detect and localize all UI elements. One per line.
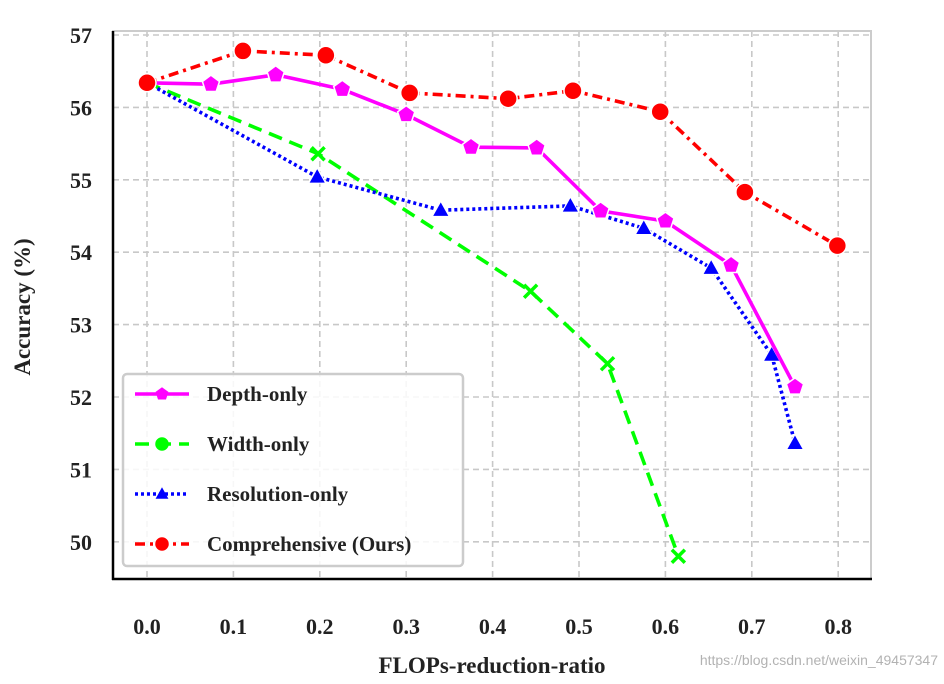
- data-point: [785, 433, 805, 451]
- series-group: [137, 41, 848, 565]
- y-tick-label: 51: [70, 457, 92, 482]
- y-tick-label: 55: [70, 168, 92, 193]
- data-point: [137, 73, 157, 93]
- data-point: [201, 74, 221, 93]
- data-point: [522, 283, 539, 300]
- legend-box: [121, 372, 465, 568]
- data-point: [498, 88, 518, 109]
- y-tick-label: 52: [70, 385, 92, 410]
- series-line: [146, 73, 797, 388]
- data-point: [310, 145, 326, 162]
- data-point: [650, 101, 670, 122]
- data-point: [670, 548, 687, 565]
- x-tick-label: 0.2: [306, 614, 334, 639]
- legend-item: Resolution-only: [135, 482, 349, 506]
- series-comprehensive-ours: [137, 41, 848, 256]
- legend-label: Resolution-only: [207, 482, 349, 506]
- data-point: [316, 45, 336, 66]
- legend-item: Width-only: [135, 432, 310, 456]
- y-tick-label: 57: [70, 23, 92, 48]
- data-point: [827, 235, 848, 256]
- series-line: [146, 81, 681, 557]
- data-point: [461, 137, 481, 156]
- legend-label: Comprehensive (Ours): [207, 532, 411, 556]
- data-point: [560, 195, 580, 213]
- data-point: [563, 80, 583, 101]
- legend-item: Comprehensive (Ours): [135, 532, 411, 556]
- data-point: [735, 182, 755, 202]
- data-point: [332, 79, 352, 98]
- x-tick-label: 0.0: [133, 614, 161, 639]
- data-point: [721, 255, 741, 274]
- x-tick-label: 0.6: [652, 614, 680, 639]
- legend-marker-swatch: [155, 537, 169, 551]
- x-tick-label: 0.3: [392, 614, 420, 639]
- legend: Depth-only Width-only Resolution-only Compr…: [121, 372, 465, 568]
- legend-label: Depth-only: [207, 382, 308, 406]
- x-axis-ticks: 0.0 0.1 0.2 0.3 0.4 0.5 0.6 0.7 0.8: [133, 614, 852, 639]
- data-point: [634, 218, 654, 236]
- data-point: [527, 137, 547, 156]
- x-tick-label: 0.1: [220, 614, 248, 639]
- x-axis-label: FLOPs-reduction-ratio: [379, 653, 606, 678]
- data-point: [655, 211, 675, 230]
- data-point: [233, 41, 253, 61]
- data-point: [785, 376, 805, 395]
- data-point: [399, 83, 420, 103]
- data-point: [307, 166, 327, 184]
- y-tick-label: 54: [70, 240, 92, 265]
- plot-frame: [111, 30, 872, 581]
- x-tick-label: 0.4: [479, 614, 507, 639]
- series-depth-only: [137, 64, 805, 395]
- y-axis-ticks: 50 51 52 53 54 55 56 57: [70, 23, 92, 555]
- legend-marker-swatch: [155, 487, 169, 499]
- data-point: [396, 104, 416, 123]
- y-tick-label: 56: [70, 95, 92, 120]
- legend-marker-swatch: [155, 437, 169, 451]
- data-point: [591, 200, 611, 219]
- legend-marker-swatch: [155, 387, 169, 400]
- data-point: [701, 257, 721, 276]
- y-tick-label: 53: [70, 313, 92, 338]
- x-tick-label: 0.5: [565, 614, 593, 639]
- y-axis-label: Accuracy (%): [10, 238, 35, 375]
- data-point: [431, 199, 451, 218]
- y-tick-label: 50: [70, 530, 92, 555]
- data-point: [266, 64, 286, 83]
- legend-item: Depth-only: [135, 382, 308, 406]
- x-tick-label: 0.7: [738, 614, 766, 639]
- x-tick-label: 0.8: [824, 614, 852, 639]
- data-point: [599, 355, 616, 372]
- legend-label: Width-only: [207, 432, 310, 456]
